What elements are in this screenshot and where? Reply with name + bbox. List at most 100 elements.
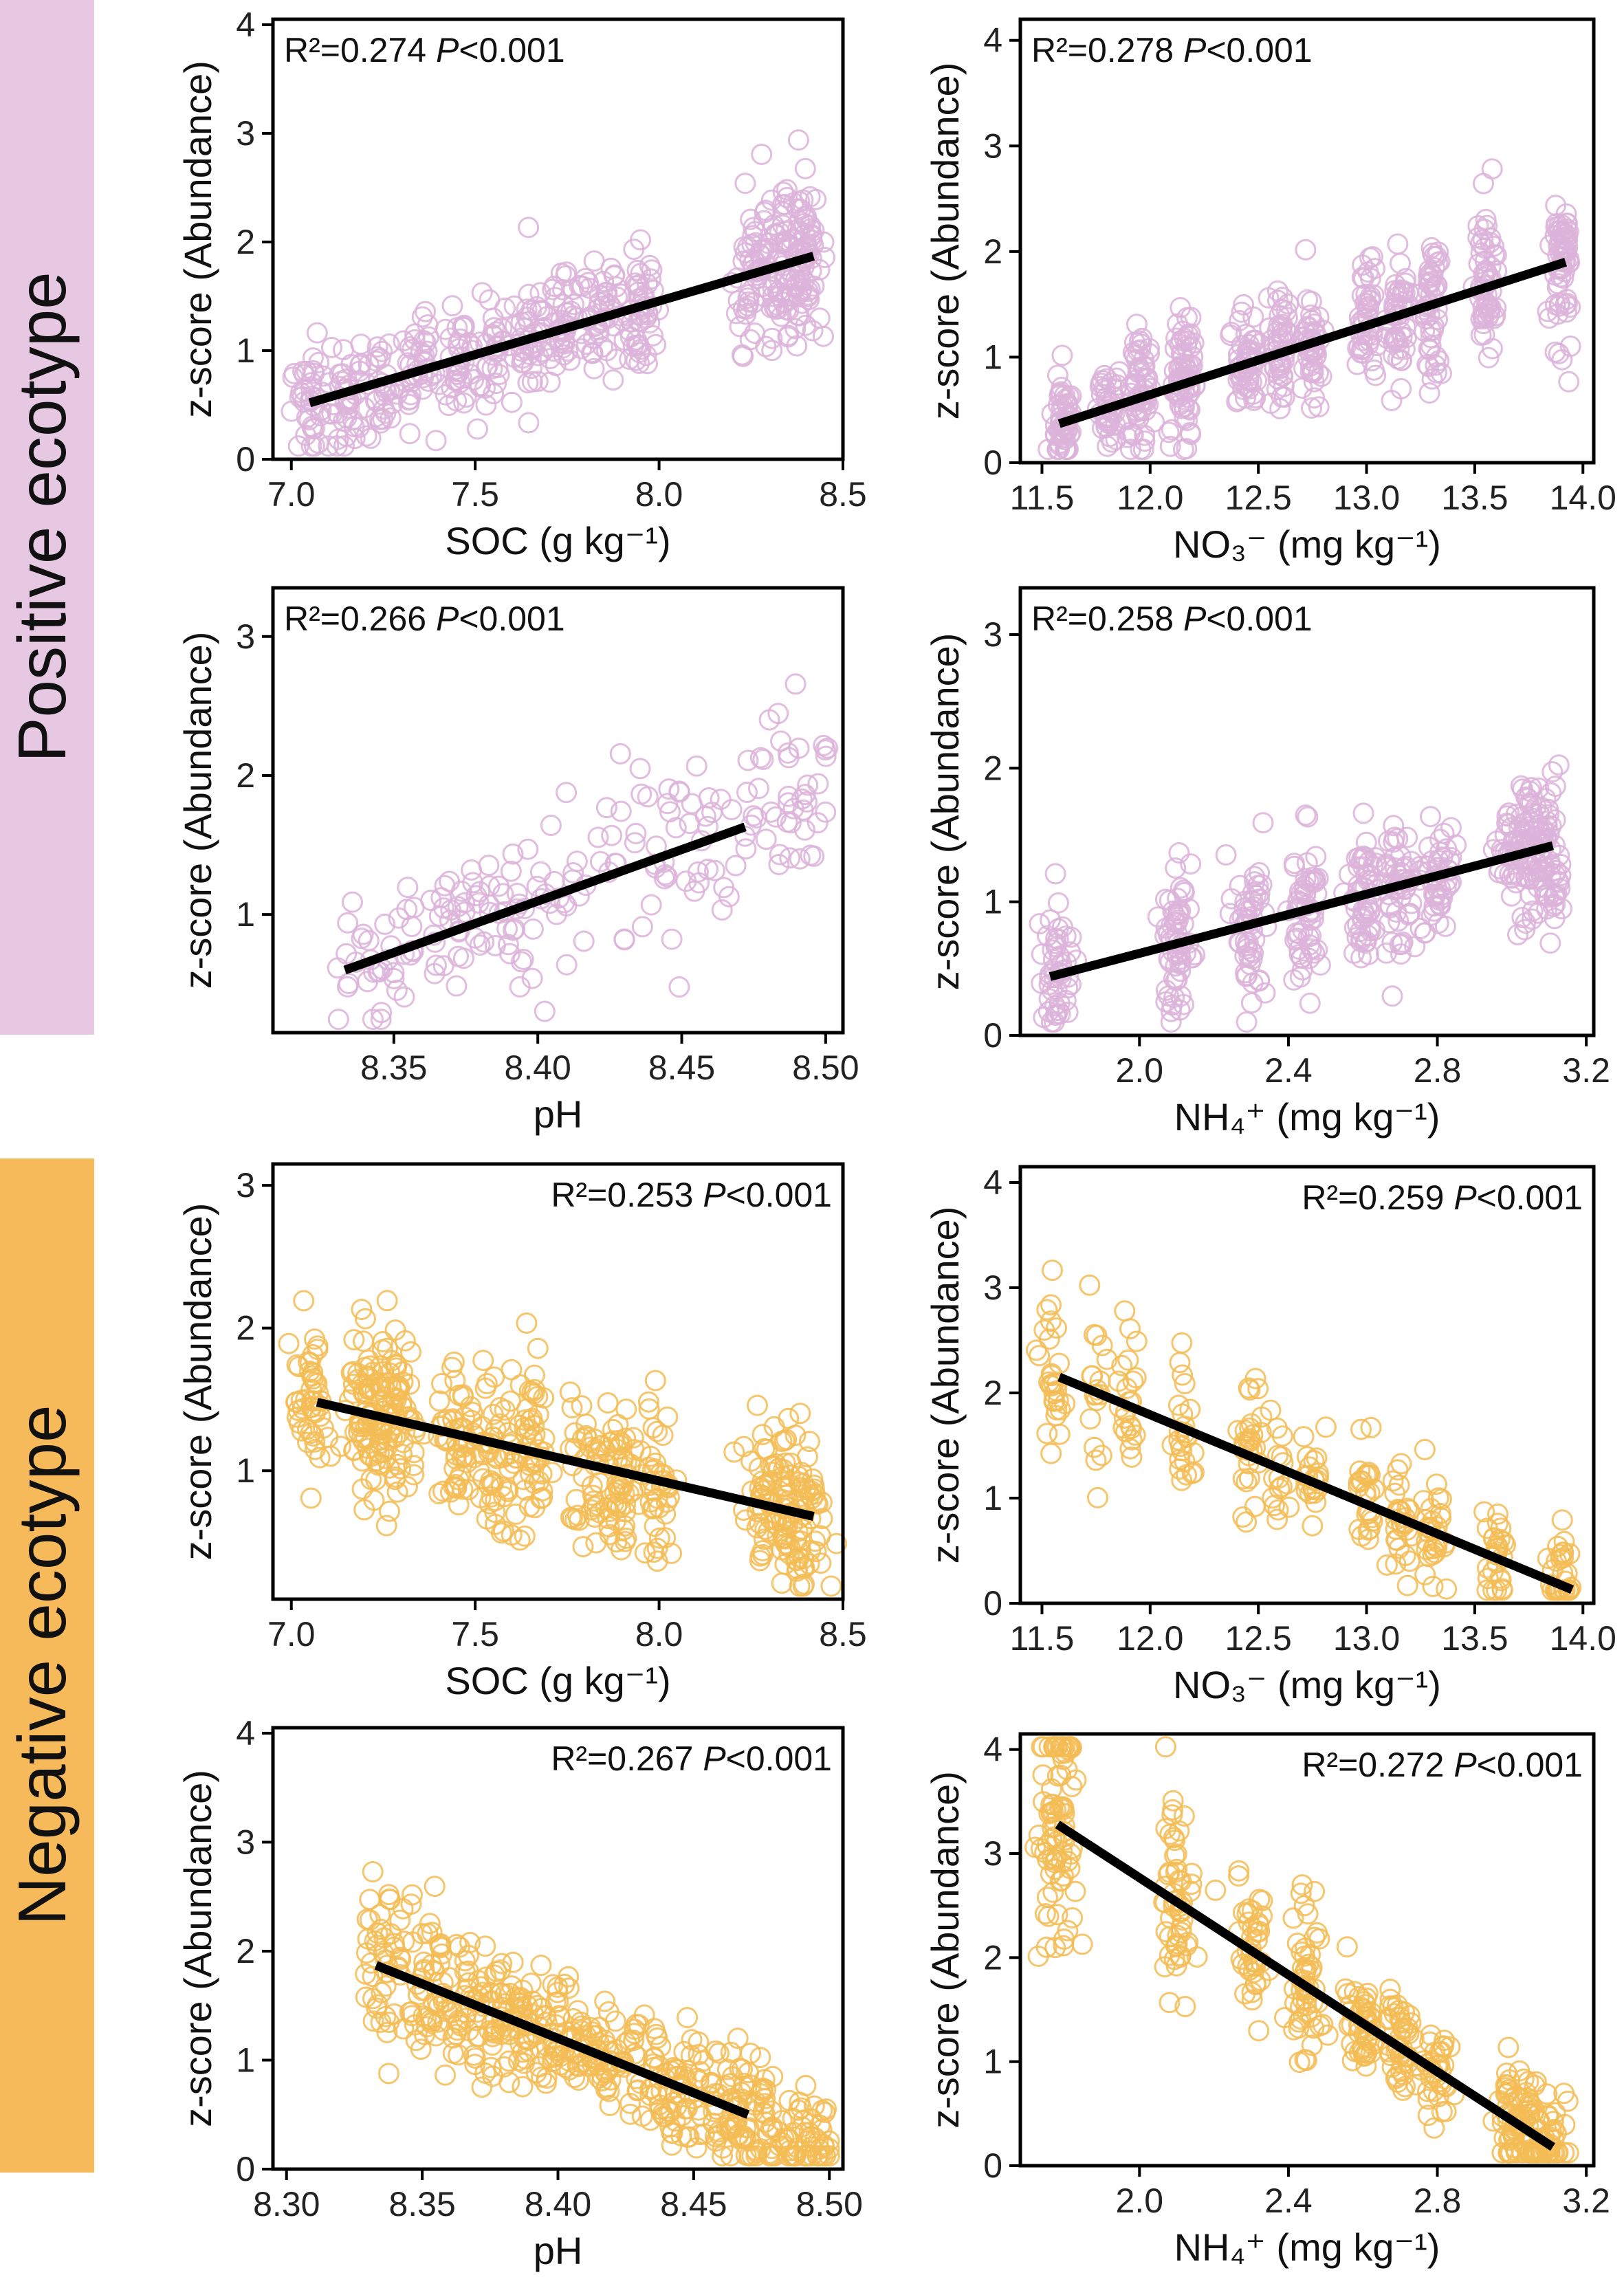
scatter-point bbox=[1514, 919, 1536, 941]
scatter-point bbox=[1266, 378, 1288, 400]
scatter-point bbox=[712, 2137, 734, 2159]
x-axis-label: NH₄⁺ (mg kg⁻¹) bbox=[1174, 2225, 1440, 2269]
scatter-point bbox=[1096, 1348, 1118, 1370]
scatter-point bbox=[1239, 1417, 1261, 1439]
scatter-point bbox=[1159, 435, 1181, 457]
scatter-point bbox=[1295, 1959, 1317, 1981]
x-tick-label: 12.0 bbox=[1117, 1619, 1183, 1658]
scatter-point bbox=[1472, 296, 1494, 318]
scatter-point bbox=[807, 2131, 829, 2153]
scatter-point bbox=[1427, 2086, 1449, 2108]
scatter-point bbox=[1288, 880, 1310, 902]
x-tick-label: 11.5 bbox=[1010, 479, 1075, 517]
scatter-point bbox=[1404, 936, 1426, 958]
scatter-point bbox=[531, 300, 553, 322]
scatter-point bbox=[1335, 1978, 1357, 2000]
scatter-point bbox=[1038, 988, 1060, 1010]
stats-annotation: R²=0.253 P<0.001 bbox=[551, 1176, 832, 1214]
scatter-point bbox=[550, 262, 572, 284]
scatter-point bbox=[1125, 373, 1147, 395]
scatter-point bbox=[774, 1553, 796, 1575]
scatter-point bbox=[1159, 1992, 1181, 2014]
scatter-point bbox=[712, 2145, 733, 2167]
scatter-point bbox=[1301, 938, 1322, 960]
y-tick-label: 0 bbox=[983, 2146, 1002, 2185]
scatter-point bbox=[478, 855, 500, 877]
regression-line bbox=[343, 822, 747, 975]
stats-annotation: R²=0.258 P<0.001 bbox=[1031, 600, 1313, 638]
scatter-point bbox=[1278, 1496, 1300, 1518]
scatter-point bbox=[602, 1418, 624, 1440]
x-tick-label: 2.4 bbox=[1264, 2181, 1313, 2220]
scatter-point bbox=[624, 832, 646, 854]
scatter-point bbox=[493, 2056, 515, 2078]
scatter-point bbox=[1245, 884, 1267, 906]
scatter-point bbox=[806, 812, 829, 834]
plot-frame bbox=[1018, 17, 1596, 465]
scatter-point bbox=[1205, 1879, 1227, 1901]
scatter-point bbox=[657, 793, 679, 815]
scatter-point bbox=[1360, 1416, 1382, 1438]
scatter-point bbox=[1295, 804, 1317, 826]
scatter-point bbox=[815, 739, 837, 761]
scatter-point bbox=[1044, 1810, 1066, 1832]
scatter-point bbox=[369, 412, 391, 434]
scatter-point bbox=[656, 866, 678, 888]
scatter-point bbox=[384, 1319, 406, 1341]
scatter-point bbox=[1283, 969, 1305, 991]
scatter-point bbox=[567, 2000, 589, 2022]
scatter-point bbox=[784, 2145, 806, 2167]
scatter-point bbox=[1182, 346, 1204, 368]
scatter-point bbox=[1044, 423, 1066, 445]
x-axis-label: SOC (g kg⁻¹) bbox=[445, 519, 670, 562]
scatter-point bbox=[1348, 1475, 1370, 1497]
scatter-point bbox=[1036, 1422, 1058, 1444]
scatter-point bbox=[1390, 2059, 1412, 2081]
scatter-point bbox=[561, 1397, 583, 1419]
scatter-point bbox=[505, 1986, 527, 2008]
scatter-point bbox=[698, 787, 720, 809]
scatter-point bbox=[740, 208, 762, 230]
scatter-point bbox=[725, 303, 747, 325]
scatter-point bbox=[779, 1473, 801, 1495]
scatter-point bbox=[403, 1455, 425, 1477]
scatter-point bbox=[446, 1933, 468, 1955]
scatter-point bbox=[415, 2007, 437, 2029]
scatter-point bbox=[518, 217, 540, 239]
scatter-point bbox=[1517, 2071, 1539, 2093]
scatter-point bbox=[568, 2069, 589, 2091]
scatter-point bbox=[365, 1450, 386, 1472]
scatter-point bbox=[1143, 411, 1165, 432]
scatter-point bbox=[798, 244, 820, 266]
scatter-point bbox=[723, 1441, 745, 1463]
positive-ecotype-band bbox=[0, 0, 94, 1035]
scatter-point bbox=[747, 1394, 768, 1416]
scatter-point bbox=[1051, 916, 1073, 938]
scatter-point bbox=[1420, 2024, 1442, 2046]
scatter-point bbox=[1171, 1469, 1193, 1491]
scatter-point bbox=[513, 2052, 535, 2074]
scatter-point bbox=[1036, 1299, 1058, 1321]
scatter-point bbox=[653, 868, 675, 890]
scatter-point bbox=[740, 1450, 762, 1472]
y-tick-label: 1 bbox=[983, 338, 1002, 376]
scatter-point bbox=[789, 848, 811, 870]
scatter-point bbox=[717, 2058, 738, 2080]
scatter-point bbox=[1495, 1534, 1517, 1556]
scatter-point bbox=[1425, 1473, 1447, 1495]
scatter-point bbox=[481, 1486, 502, 1508]
scatter-point bbox=[1551, 898, 1573, 920]
scatter-point bbox=[1170, 1917, 1192, 1939]
scatter-point bbox=[1295, 239, 1317, 261]
scatter-point bbox=[485, 1513, 506, 1535]
scatter-point bbox=[794, 157, 816, 179]
scatter-point bbox=[1040, 1442, 1062, 1464]
scatter-point bbox=[1247, 1378, 1269, 1400]
y-tick-label: 4 bbox=[236, 1714, 255, 1752]
scatter-point bbox=[457, 1944, 479, 1966]
scatter-point bbox=[1163, 1948, 1185, 1970]
scatter-point bbox=[343, 1329, 365, 1351]
scatter-point bbox=[1232, 1506, 1254, 1528]
scatter-point bbox=[1387, 910, 1409, 932]
x-tick-label: 8.0 bbox=[635, 475, 683, 514]
